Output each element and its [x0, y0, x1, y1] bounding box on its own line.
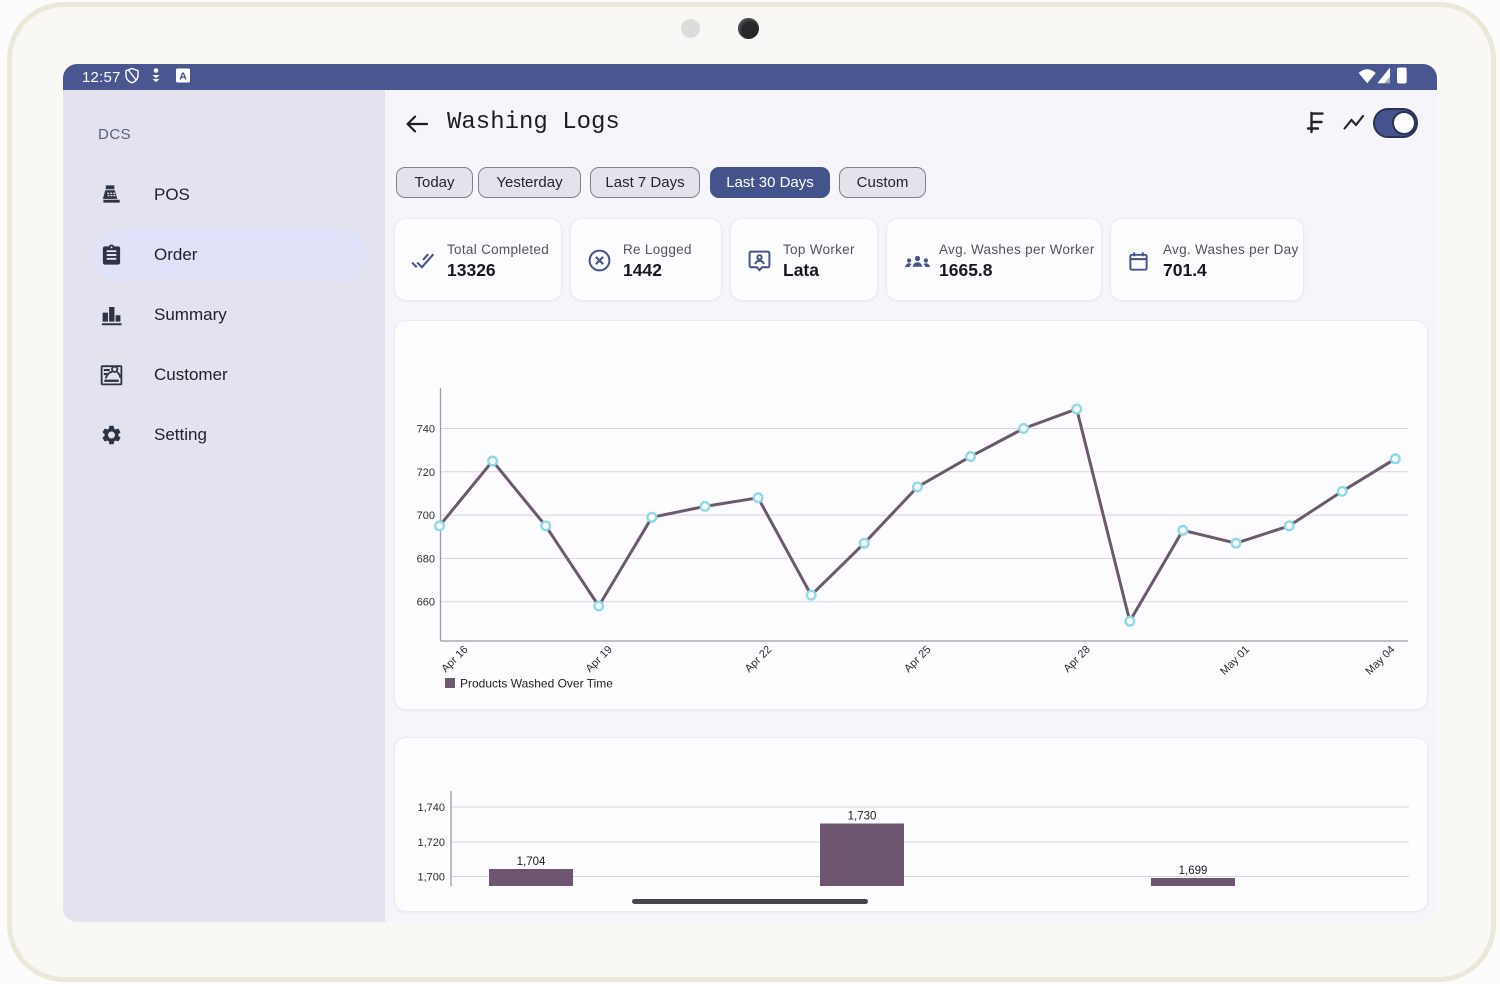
svg-text:May 01: May 01: [1218, 644, 1252, 678]
svg-text:Apr 25: Apr 25: [902, 644, 933, 675]
svg-text:Products Washed Over Time: Products Washed Over Time: [460, 677, 613, 691]
svg-text:660: 660: [417, 597, 435, 609]
svg-text:1,704: 1,704: [517, 856, 546, 868]
svg-text:Apr 16: Apr 16: [439, 644, 470, 675]
svg-text:Apr 22: Apr 22: [743, 644, 774, 675]
svg-text:1,700: 1,700: [417, 872, 445, 884]
svg-text:A: A: [179, 71, 187, 83]
svg-text:Apr 28: Apr 28: [1061, 644, 1092, 675]
svg-text:1,730: 1,730: [848, 811, 877, 823]
svg-text:700: 700: [417, 510, 435, 522]
svg-text:680: 680: [417, 553, 435, 565]
svg-text:1,699: 1,699: [1179, 865, 1208, 877]
svg-text:1,740: 1,740: [417, 802, 445, 814]
svg-text:1,720: 1,720: [417, 837, 445, 849]
svg-text:May 04: May 04: [1363, 644, 1397, 678]
svg-text:Apr 19: Apr 19: [584, 644, 615, 675]
svg-text:720: 720: [417, 467, 435, 479]
svg-text:740: 740: [417, 424, 435, 436]
